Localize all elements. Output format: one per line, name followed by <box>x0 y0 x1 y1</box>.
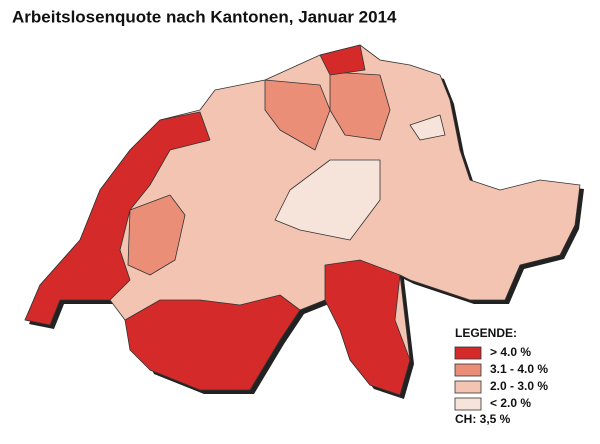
region <box>329 71 391 141</box>
legend-swatch <box>454 346 482 360</box>
legend-note: CH: 3,5 % <box>455 412 511 426</box>
region <box>24 111 211 326</box>
legend-title: LEGENDE: <box>455 326 517 340</box>
region <box>409 114 446 141</box>
region <box>124 294 301 391</box>
legend-swatch <box>454 380 482 394</box>
region <box>274 159 381 241</box>
map-title: Arbeitslosenquote nach Kantonen, Januar … <box>12 7 397 26</box>
region <box>264 79 331 151</box>
region <box>324 259 411 396</box>
region <box>319 44 366 76</box>
legend-label: 3.1 - 4.0 % <box>490 362 548 376</box>
region <box>127 194 186 276</box>
map <box>24 44 584 399</box>
legend-label: 2.0 - 3.0 % <box>490 379 548 393</box>
legend-label: < 2.0 % <box>490 396 531 410</box>
legend-swatch <box>454 397 482 411</box>
legend: LEGENDE: CH: 3,5 % > 4.0 % 3.1 - 4.0 % 2.0… <box>454 326 548 426</box>
legend-swatch <box>454 363 482 377</box>
legend-label: > 4.0 % <box>490 345 531 359</box>
